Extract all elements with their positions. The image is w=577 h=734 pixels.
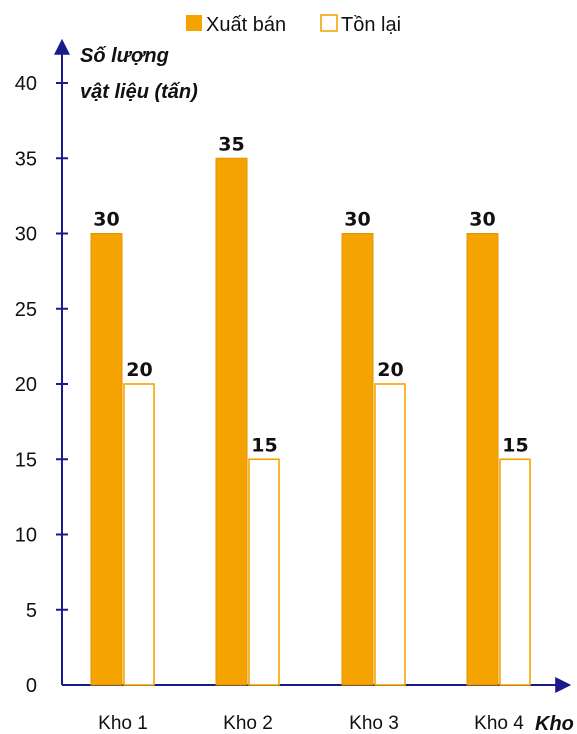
data-label-xuat-ban: 30: [93, 209, 119, 231]
y-tick-label: 20: [15, 374, 37, 396]
data-label-ton-lai: 15: [251, 434, 277, 456]
y-tick-label: 25: [15, 299, 37, 321]
category-label: Kho 2: [223, 713, 273, 734]
legend-label-ton-lai: Tồn lại: [341, 14, 401, 36]
legend-label-xuat-ban: Xuất bán: [206, 14, 286, 36]
bar-ton-lai: [248, 458, 280, 686]
y-tick-label: 0: [26, 675, 37, 697]
x-axis-label: Kho: [535, 713, 574, 734]
y-tick-label: 5: [26, 600, 37, 622]
y-tick-label: 35: [15, 148, 37, 170]
category-label: Kho 4: [474, 713, 524, 734]
y-tick-label: 15: [15, 449, 37, 471]
bar-xuat-ban: [466, 233, 499, 686]
y-tick-label: 40: [15, 73, 37, 95]
data-label-xuat-ban: 30: [344, 209, 370, 231]
category-labels: Kho 1 Kho 2 Kho 3 Kho 4: [98, 713, 524, 734]
legend-swatch-xuat-ban: [186, 15, 202, 31]
legend: Xuất bán Tồn lại: [186, 14, 401, 36]
legend-swatch-ton-lai: [320, 14, 338, 32]
y-axis-label-line-2: vật liệu (tấn): [80, 81, 198, 103]
category-label: Kho 1: [98, 713, 148, 734]
bar-xuat-ban: [341, 233, 374, 686]
data-label-ton-lai: 20: [126, 359, 152, 381]
bar-ton-lai: [123, 383, 155, 686]
data-label-xuat-ban: 30: [469, 209, 495, 231]
bar-ton-lai: [499, 458, 531, 686]
bar-xuat-ban: [90, 233, 123, 686]
category-label: Kho 3: [349, 713, 399, 734]
bar-ton-lai: [374, 383, 406, 686]
bars: 30 20 35 15 30 20 30 15: [90, 133, 531, 686]
y-axis-label-line-1: Số lượng: [80, 45, 169, 67]
y-tick-label: 30: [15, 224, 37, 246]
bar-xuat-ban: [215, 157, 248, 686]
y-tick-label: 10: [15, 525, 37, 547]
y-axis-ticks: 0 5 10 15 20 25 30 35 40: [15, 73, 68, 697]
data-label-xuat-ban: 35: [218, 133, 244, 155]
data-label-ton-lai: 20: [377, 359, 403, 381]
data-label-ton-lai: 15: [502, 434, 528, 456]
